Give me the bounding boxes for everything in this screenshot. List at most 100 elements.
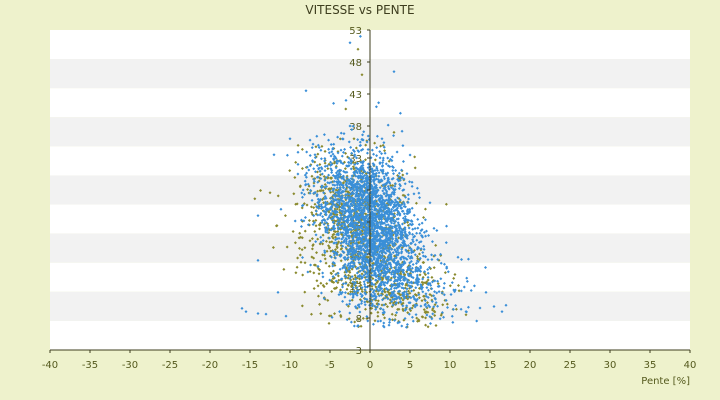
data-point [413,243,417,247]
data-point [331,275,335,279]
data-point [343,211,347,215]
data-point [407,251,411,255]
data-point [402,177,406,181]
data-point [383,238,387,242]
data-point [380,196,384,200]
data-point [348,222,352,226]
data-point [417,293,421,297]
data-point [366,278,370,282]
data-point [404,276,408,280]
data-point [294,160,298,164]
data-point [424,255,428,259]
data-point [389,278,393,282]
data-point [339,231,343,235]
data-point [349,162,353,166]
data-point [384,223,388,227]
data-point [433,290,437,294]
data-point [402,275,406,279]
data-point [358,232,362,236]
data-point [334,230,338,234]
data-point [364,285,368,289]
data-point [423,218,427,222]
data-point [384,246,388,250]
data-point [440,310,444,314]
data-point [366,171,370,175]
data-point [339,241,343,245]
data-point [372,294,376,298]
data-point [327,314,331,318]
data-point [314,240,318,244]
data-point [399,243,403,247]
data-point [439,277,443,281]
data-point [428,322,432,326]
data-point [335,207,339,211]
data-point [345,287,349,291]
data-point [377,294,381,298]
data-point [365,140,369,144]
x-tick-label: 35 [644,360,657,371]
data-point [389,194,393,198]
data-point [347,185,351,189]
data-point [382,244,386,248]
data-point [423,207,427,211]
data-point [416,217,420,221]
data-point [339,183,343,187]
data-point [335,253,339,257]
x-tick-label: -40 [42,360,58,371]
data-point [256,312,260,316]
data-point [492,304,496,308]
data-point [335,245,339,249]
data-point [374,274,378,278]
data-point [373,194,377,198]
data-point [344,268,348,272]
data-point [373,319,377,323]
data-point [381,213,385,217]
data-point [433,314,437,318]
data-point [393,184,397,188]
data-point [345,238,349,242]
data-point [310,174,314,178]
data-point [419,234,423,238]
data-point [392,279,396,283]
data-point [408,261,412,265]
data-point [373,168,377,172]
data-point [359,179,363,183]
data-point [413,303,417,307]
data-point [383,259,387,263]
data-point [373,263,377,267]
data-point [411,232,415,236]
data-point [390,283,394,287]
data-point [313,229,317,233]
data-point [424,234,428,238]
data-point [435,291,439,295]
data-point [391,219,395,223]
data-point [397,223,401,227]
data-point [333,193,337,197]
data-point [423,299,427,303]
data-point [377,101,381,105]
data-point [386,280,390,284]
data-point [395,311,399,315]
data-point [362,263,366,267]
data-point [334,171,338,175]
data-point [388,224,392,228]
data-point [376,189,380,193]
data-point [387,323,391,327]
data-point [388,240,392,244]
data-point [406,244,410,248]
data-point [344,270,348,274]
data-point [380,235,384,239]
data-point [348,292,352,296]
data-point [439,252,443,256]
data-point [355,156,359,160]
data-point [382,221,386,225]
data-point [364,143,368,147]
data-point [320,184,324,188]
data-point [301,256,305,260]
data-point [352,277,356,281]
data-point [329,143,333,147]
data-point [431,312,435,316]
data-point [349,216,353,220]
data-point [402,244,406,248]
data-point [400,324,404,328]
